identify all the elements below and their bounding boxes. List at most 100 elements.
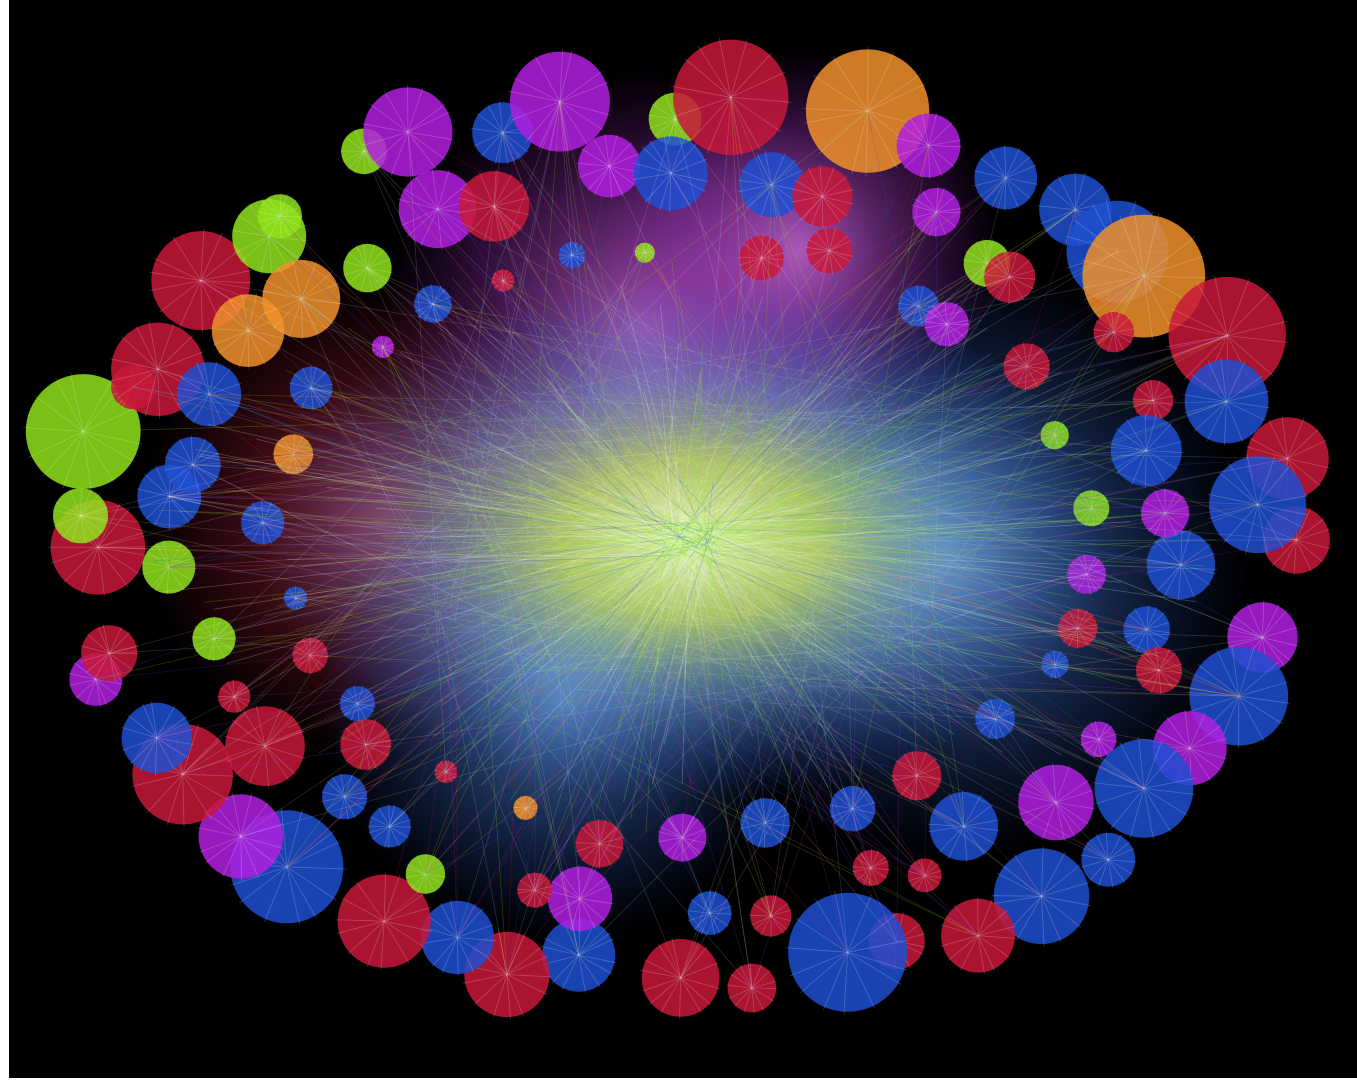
core-fiber (715, 550, 907, 608)
core-fiber (667, 413, 829, 537)
core-fiber (696, 552, 963, 689)
core-fiber (587, 265, 709, 547)
core-fiber (162, 532, 698, 593)
core-fiber (324, 412, 669, 549)
core-fiber (700, 541, 869, 605)
cluster-node (1166, 275, 1289, 398)
core-fiber (706, 523, 802, 526)
core-fiber (661, 533, 989, 678)
core-fiber (704, 520, 1035, 533)
core-fiber (158, 509, 706, 533)
core-fiber (622, 423, 687, 551)
core-fiber (695, 540, 999, 626)
core-fiber (364, 549, 661, 663)
cluster-node (576, 133, 642, 199)
core-fiber (480, 559, 701, 786)
core-fiber (271, 540, 705, 600)
core-fiber (551, 325, 685, 539)
core-fiber (667, 506, 840, 549)
core-fiber (701, 447, 1051, 532)
core-fiber (292, 445, 693, 530)
core-fiber (691, 531, 877, 550)
core-fiber (701, 542, 1071, 630)
core-fiber (702, 553, 714, 604)
core-fiber (664, 542, 690, 614)
core-fiber (551, 529, 697, 551)
core-fiber (230, 536, 661, 572)
core-fiber (667, 467, 775, 559)
core-fiber (713, 539, 1216, 561)
core-fiber (214, 549, 676, 658)
core-fiber (692, 555, 707, 657)
core-fiber (648, 528, 711, 688)
core-fiber (698, 542, 947, 742)
cluster-node (1207, 454, 1308, 555)
cluster-node (640, 937, 721, 1019)
core-fiber (691, 532, 835, 539)
cluster-node (22, 372, 143, 492)
cluster-node (335, 872, 433, 970)
cluster-node (1092, 310, 1135, 353)
core-fiber (539, 540, 720, 600)
core-fiber (678, 294, 713, 524)
core-fiber (486, 536, 692, 546)
cluster-node (361, 85, 455, 179)
core-fiber (494, 550, 687, 591)
core-fiber (708, 507, 871, 524)
core-fiber (665, 548, 800, 554)
core-fiber (688, 426, 985, 534)
core-fiber (334, 393, 697, 537)
core-fiber (437, 331, 697, 544)
core-fiber (605, 531, 676, 541)
core-fiber (537, 532, 668, 597)
core-fiber (686, 520, 890, 615)
core-fiber (681, 533, 891, 549)
core-fiber (696, 343, 703, 528)
cluster-node (982, 250, 1037, 304)
core-fiber (701, 545, 764, 722)
core-fiber (287, 528, 706, 729)
core-fiber (713, 519, 1081, 543)
core-fiber (256, 438, 695, 559)
core-fiber (653, 314, 717, 551)
core-fiber (377, 548, 679, 664)
core-fiber (508, 380, 689, 546)
core-fiber (440, 527, 680, 674)
core-fiber (667, 542, 713, 588)
core-fiber (195, 449, 682, 547)
core-fiber (626, 538, 703, 714)
core-fiber (678, 556, 769, 653)
core-fiber (433, 553, 668, 559)
core-fiber (664, 321, 829, 559)
core-fiber (691, 490, 758, 533)
core-fiber (510, 285, 720, 540)
core-fiber (254, 543, 706, 626)
cluster-node (1135, 646, 1184, 695)
core-fiber (429, 492, 680, 549)
core-fiber (680, 527, 814, 600)
core-fiber (697, 553, 864, 611)
core-fiber (694, 545, 1132, 688)
core-fiber (601, 540, 701, 703)
core-fiber (300, 402, 669, 555)
core-fiber (671, 260, 703, 551)
cluster-node (512, 795, 539, 821)
cluster-node (1131, 379, 1174, 422)
core-fiber (708, 364, 1004, 528)
core-fiber (578, 416, 673, 524)
core-fiber (682, 339, 880, 531)
core-fiber (626, 540, 687, 692)
cluster-node (1081, 212, 1209, 341)
cluster-node (726, 962, 778, 1014)
core-fiber (713, 386, 968, 540)
core-fiber (705, 515, 923, 539)
cluster-node (1080, 720, 1118, 758)
core-fiber (676, 522, 853, 560)
core-fiber (576, 529, 674, 555)
core-fiber (381, 535, 681, 537)
core-fiber (466, 356, 682, 552)
core-fiber (692, 525, 1062, 756)
core-fiber (634, 365, 672, 544)
core-fiber (650, 465, 691, 541)
cluster-node (574, 818, 625, 869)
